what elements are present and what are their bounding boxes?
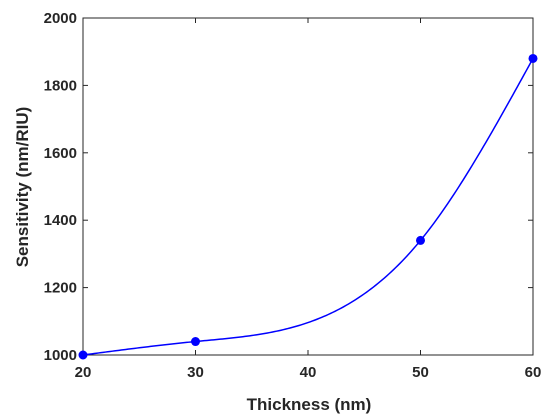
x-tick-label: 50 bbox=[412, 364, 429, 381]
x-tick-label: 40 bbox=[300, 364, 317, 381]
x-tick-label: 60 bbox=[525, 364, 542, 381]
data-point bbox=[191, 337, 200, 347]
series-line bbox=[82, 58, 534, 356]
y-tick-label: 1800 bbox=[44, 77, 77, 94]
x-axis-label: Thickness (nm) bbox=[247, 395, 372, 414]
x-tick-label: 30 bbox=[187, 364, 204, 381]
y-tick-label: 1600 bbox=[44, 145, 77, 162]
data-point bbox=[78, 350, 88, 360]
y-axis-label: Sensitivity (nm/RIU) bbox=[13, 107, 32, 268]
y-tick-label: 2000 bbox=[44, 10, 77, 27]
plot-frame bbox=[82, 17, 534, 356]
data-point bbox=[416, 235, 425, 245]
y-tick-label: 1200 bbox=[44, 280, 77, 297]
y-tick-label: 1400 bbox=[44, 212, 77, 229]
data-point bbox=[528, 53, 538, 63]
y-tick-label: 1000 bbox=[44, 347, 77, 364]
x-tick-label: 20 bbox=[75, 364, 92, 381]
